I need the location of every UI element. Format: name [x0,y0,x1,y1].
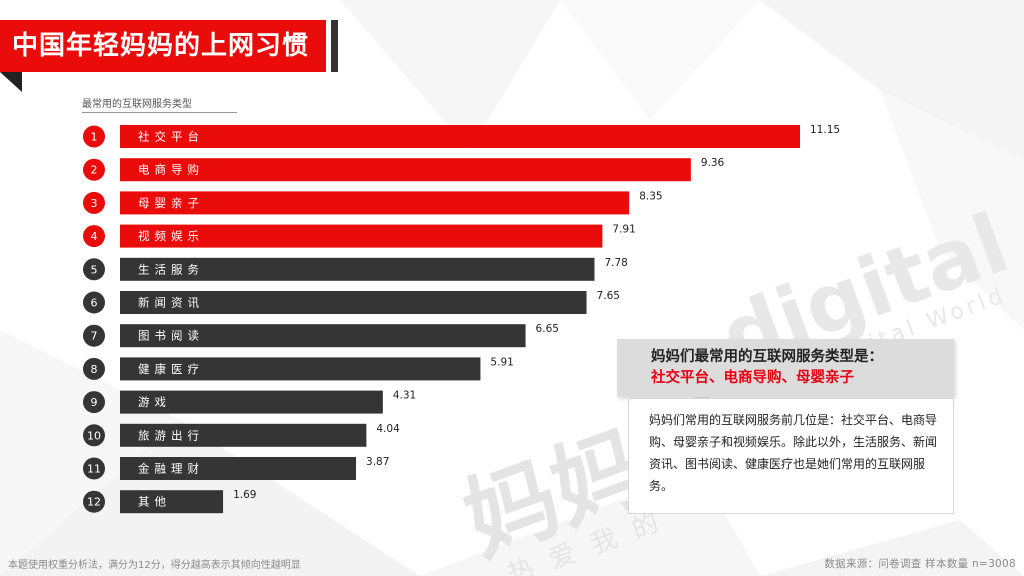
callout-box: 妈妈们最常用的互联网服务类型是： 社交平台、电商导购、母婴亲子 [617,339,954,397]
description-text: 妈妈们常用的互联网服务前几位是：社交平台、电商导购、母婴亲子和视频娱乐。除此以外… [649,413,938,493]
rank-badge [83,191,105,214]
value-label: 6.65 [536,323,559,335]
rank-number: 10 [87,429,101,442]
category-label: 游戏 [138,395,171,409]
category-label: 其他 [138,495,171,509]
value-label: 1.69 [233,489,256,501]
bar [120,158,691,182]
rank-number: 7 [91,330,98,343]
rank-badge [83,357,105,380]
bar [120,423,367,447]
rank-badge [83,125,105,148]
title-fold [0,72,22,92]
category-label: 新闻资讯 [138,296,204,310]
value-label: 7.78 [604,257,627,269]
bar [120,257,595,281]
value-label: 7.65 [597,290,620,302]
rank-badge [83,158,105,181]
rank-badge [83,457,105,480]
category-label: 视频娱乐 [138,229,204,243]
category-label: 电商导购 [138,163,204,177]
rank-number: 5 [91,263,98,276]
rank-number: 2 [91,164,98,177]
category-label: 金融理财 [138,462,204,476]
bar [120,324,526,348]
rank-number: 6 [91,297,98,310]
category-label: 母婴亲子 [138,196,204,210]
rank-number: 3 [91,197,98,210]
bar [120,125,800,148]
bar [120,490,224,514]
value-label: 3.87 [366,456,389,468]
rank-badge [83,391,105,414]
bar [120,224,603,248]
rank-number: 9 [91,396,98,409]
rank-number: 1 [91,131,98,144]
data-source: 数据来源：问卷调查 样本数量 n=3008 [824,558,1016,570]
value-label: 5.91 [490,356,513,368]
bar [120,191,630,215]
category-label: 社交平台 [138,130,204,144]
value-label: 4.04 [376,423,400,435]
bar [120,390,383,414]
value-label: 9.36 [701,157,725,169]
value-label: 11.15 [810,124,840,136]
category-label: 旅游出行 [138,428,204,442]
value-label: 4.31 [393,390,416,402]
footnote: 本题使用权重分析法，满分为12分，得分越高表示其倾向性越明显 [8,560,301,571]
category-label: 图书阅读 [138,329,204,343]
rank-number: 8 [91,363,98,376]
rank-number: 12 [87,496,101,509]
rank-badge [83,258,105,281]
rank-number: 4 [91,230,98,243]
value-label: 7.91 [612,224,635,236]
bar [120,291,587,314]
rank-badge [83,490,105,513]
chart-subtitle: 最常用的互联网服务类型 [82,95,237,113]
category-label: 健康医疗 [138,362,204,376]
rank-badge [83,324,105,347]
callout-title: 妈妈们最常用的互联网服务类型是： [651,349,883,365]
callout-highlight: 社交平台、电商导购、母婴亲子 [651,370,854,386]
rank-badge [83,424,105,447]
value-label: 8.35 [639,190,662,202]
title-accent [331,20,338,72]
category-label: 生活服务 [138,262,204,276]
rank-badge [83,225,105,248]
bar [120,357,481,381]
rank-badge [83,291,105,314]
bar [120,457,357,480]
page-title: 中国年轻妈妈的上网习惯 [0,20,326,72]
description-box: 妈妈们常用的互联网服务前几位是：社交平台、电商导购、母婴亲子和视频娱乐。除此以外… [628,398,954,514]
rank-number: 11 [87,463,101,476]
